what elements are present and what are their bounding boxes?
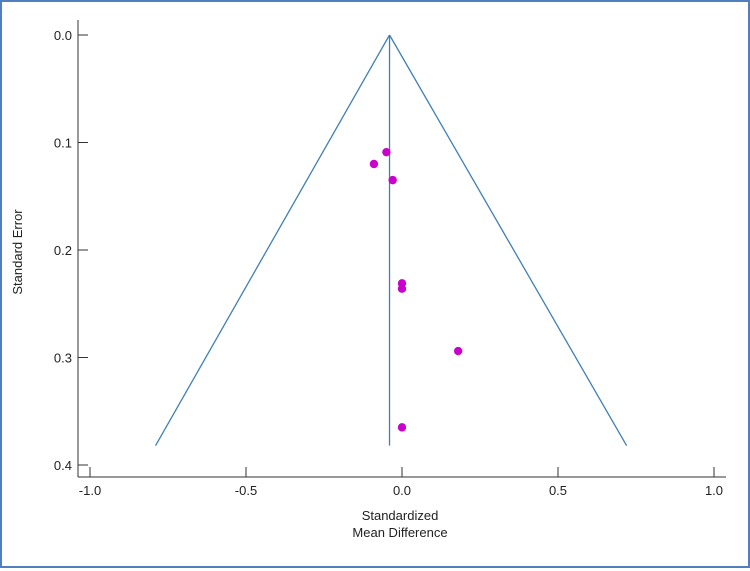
x-axis-label-line-1: Standardized [362, 508, 439, 523]
y-tick-label: 0.1 [54, 136, 72, 151]
axes: -1.0 -0.5 0.0 0.5 1.0 0.0 0.1 0.2 0.3 0.4 [54, 20, 726, 498]
x-tick-label: 0.0 [393, 483, 411, 498]
data-points [369, 147, 463, 432]
x-tick-label: 0.5 [549, 483, 567, 498]
y-axis-label: Standard Error [10, 209, 25, 295]
data-point [397, 284, 407, 293]
data-point [453, 346, 463, 356]
x-axis-label-line-2: Mean Difference [352, 525, 447, 540]
data-point [397, 423, 407, 432]
x-tick-label: 1.0 [705, 483, 723, 498]
data-point [382, 147, 391, 157]
y-tick-label: 0.2 [54, 243, 72, 258]
y-tick-label: 0.3 [54, 351, 72, 366]
data-point [369, 159, 379, 169]
funnel-lines [154, 34, 628, 446]
axis-labels: Standardized Mean Difference Standard Er… [10, 209, 448, 540]
x-tick-label: -1.0 [79, 483, 101, 498]
y-tick-label: 0.4 [54, 458, 72, 473]
funnel-right-line [388, 34, 628, 446]
funnel-left-line [154, 34, 391, 446]
x-tick-label: -0.5 [235, 483, 257, 498]
data-point [388, 175, 397, 185]
y-tick-label: 0.0 [54, 28, 72, 43]
